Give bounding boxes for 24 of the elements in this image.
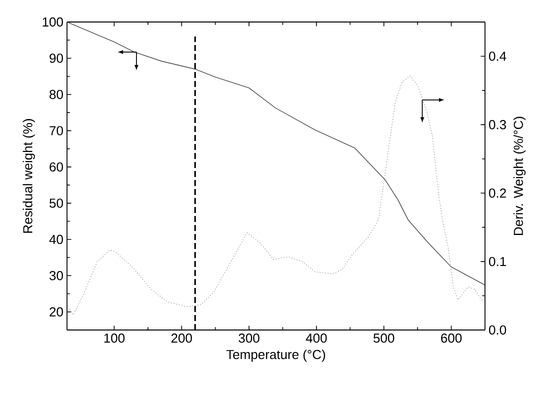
y-tick-label: 70 — [50, 126, 63, 136]
x-tick-label: 400 — [306, 334, 327, 343]
y-axis-title: Residual weight (%) — [22, 119, 35, 233]
y-tick-label: 50 — [50, 198, 63, 208]
y2-axis-title: Deriv. Weight (%/°C) — [513, 116, 526, 235]
y2-tick-label: 0.2 — [489, 188, 506, 198]
y-tick-label: 100 — [42, 17, 63, 27]
x-tick-label: 300 — [238, 334, 260, 343]
y-tick-label: 40 — [49, 234, 63, 244]
y2-tick-label: 0.4 — [489, 52, 506, 61]
y2-tick-label: 0.0 — [489, 325, 506, 335]
y-tick-label: 80 — [50, 90, 63, 100]
x-tick-label: 500 — [374, 334, 394, 343]
y-tick-label: 90 — [50, 54, 63, 63]
x-tick-label: 600 — [441, 334, 462, 343]
y2-tick-label: 0.3 — [489, 120, 506, 130]
x-tick-label: 200 — [171, 334, 192, 343]
x-tick-label: 100 — [104, 334, 125, 343]
y-tick-label: 20 — [50, 307, 63, 316]
y-tick-label: 30 — [50, 271, 63, 280]
x-axis-title: Temperature (°C) — [226, 350, 326, 362]
line-series — [68, 76, 484, 316]
y2-tick-label: 0.1 — [489, 256, 506, 266]
y-tick-label: 60 — [50, 162, 63, 172]
